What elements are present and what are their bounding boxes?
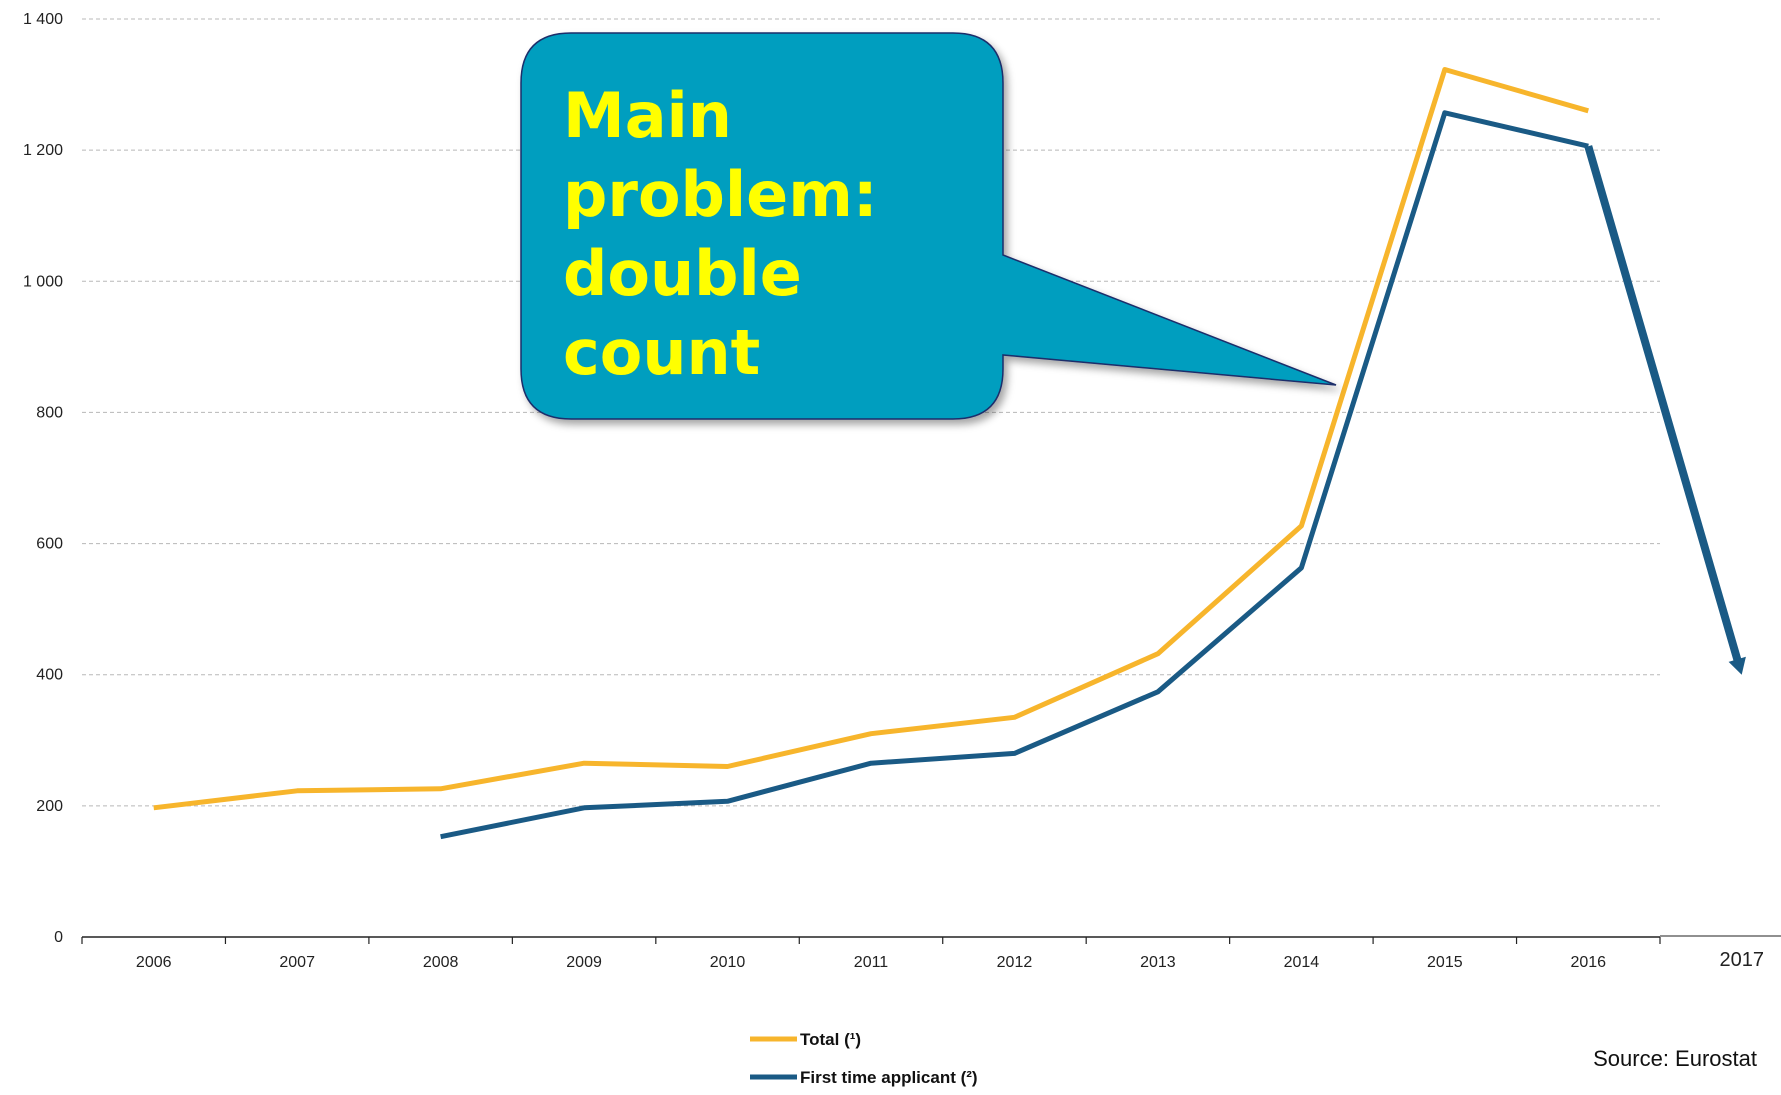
x-tick-label: 2011 [854,954,889,971]
callout-text-line: count [563,316,760,389]
y-tick-label: 1 000 [23,273,63,290]
legend-entry: Total (¹) [800,1030,861,1049]
y-tick-label: 1 200 [23,142,63,159]
callout-text-line: double [563,237,802,310]
gridlines [82,18,1660,807]
legend-entry: First time applicant (²) [800,1068,978,1087]
x-tick-label: 2012 [997,954,1033,971]
x-axis [81,935,1781,944]
y-tick-label: 0 [54,929,63,946]
y-tick-label: 800 [36,404,63,421]
callout-bubble [520,32,1337,420]
x-tick-label: 2009 [566,954,602,971]
x-tick-label: 2007 [279,954,315,971]
source-label: Source: Eurostat [1593,1046,1757,1071]
y-tick-label: 1 400 [23,11,63,28]
x-tick-label: 2008 [423,954,459,971]
series-lines [153,67,1589,840]
x-tick-label: 2016 [1570,954,1606,971]
series-line-first-time [440,110,1589,840]
x-axis-labels: 2006 2007 2008 2009 2010 2011 2012 2013 2014 2015… [136,949,1764,971]
legend: Total (¹) First time applicant (²) [750,1030,978,1087]
x-tick-label: 2014 [1284,954,1320,971]
y-axis-labels: 0 200 400 600 800 1 000 1 200 1 400 [23,11,63,946]
y-tick-label: 600 [36,536,63,553]
x-tick-label: 2015 [1427,954,1463,971]
x-tick-label: 2013 [1140,954,1176,971]
trend-arrow-head [1728,656,1746,675]
y-tick-label: 400 [36,667,63,684]
x-tick-label: 2010 [710,954,746,971]
y-tick-label: 200 [36,798,63,815]
trend-arrow [1584,145,1746,675]
callout-text-line: Main [563,79,732,152]
x-tick-label: 2006 [136,954,172,971]
callout-text-line: problem: [563,158,878,231]
trend-arrow-shaft [1584,145,1743,667]
series-line-total [153,67,1589,811]
x-tick-label-extra: 2017 [1719,949,1764,971]
